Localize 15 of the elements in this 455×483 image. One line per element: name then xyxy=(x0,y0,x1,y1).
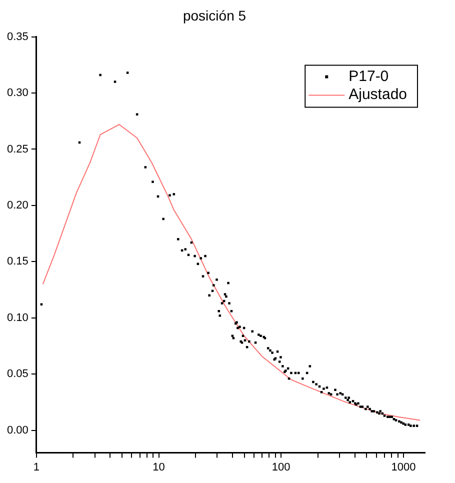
x-tick-label: 10 xyxy=(152,461,165,474)
x-tick-label: 1 xyxy=(33,461,40,474)
y-tick-label: 0.00 xyxy=(6,424,28,436)
y-tick-label: 0.25 xyxy=(6,143,28,156)
legend-label: P17-0 xyxy=(348,68,389,85)
y-tick-label: 0.05 xyxy=(6,368,28,380)
y-tick-label: 0.35 xyxy=(6,30,28,43)
y-tick-label: 0.30 xyxy=(6,87,28,100)
x-tick-label: 1000 xyxy=(391,461,416,474)
x-tick-label: 100 xyxy=(272,461,290,474)
y-tick-label: 0.10 xyxy=(6,312,28,324)
chart-title: posición 5 xyxy=(182,7,246,24)
y-tick-label: 0.20 xyxy=(6,199,28,212)
y-tick-label: 0.15 xyxy=(6,256,28,268)
legend-label: Ajustado xyxy=(348,86,407,103)
